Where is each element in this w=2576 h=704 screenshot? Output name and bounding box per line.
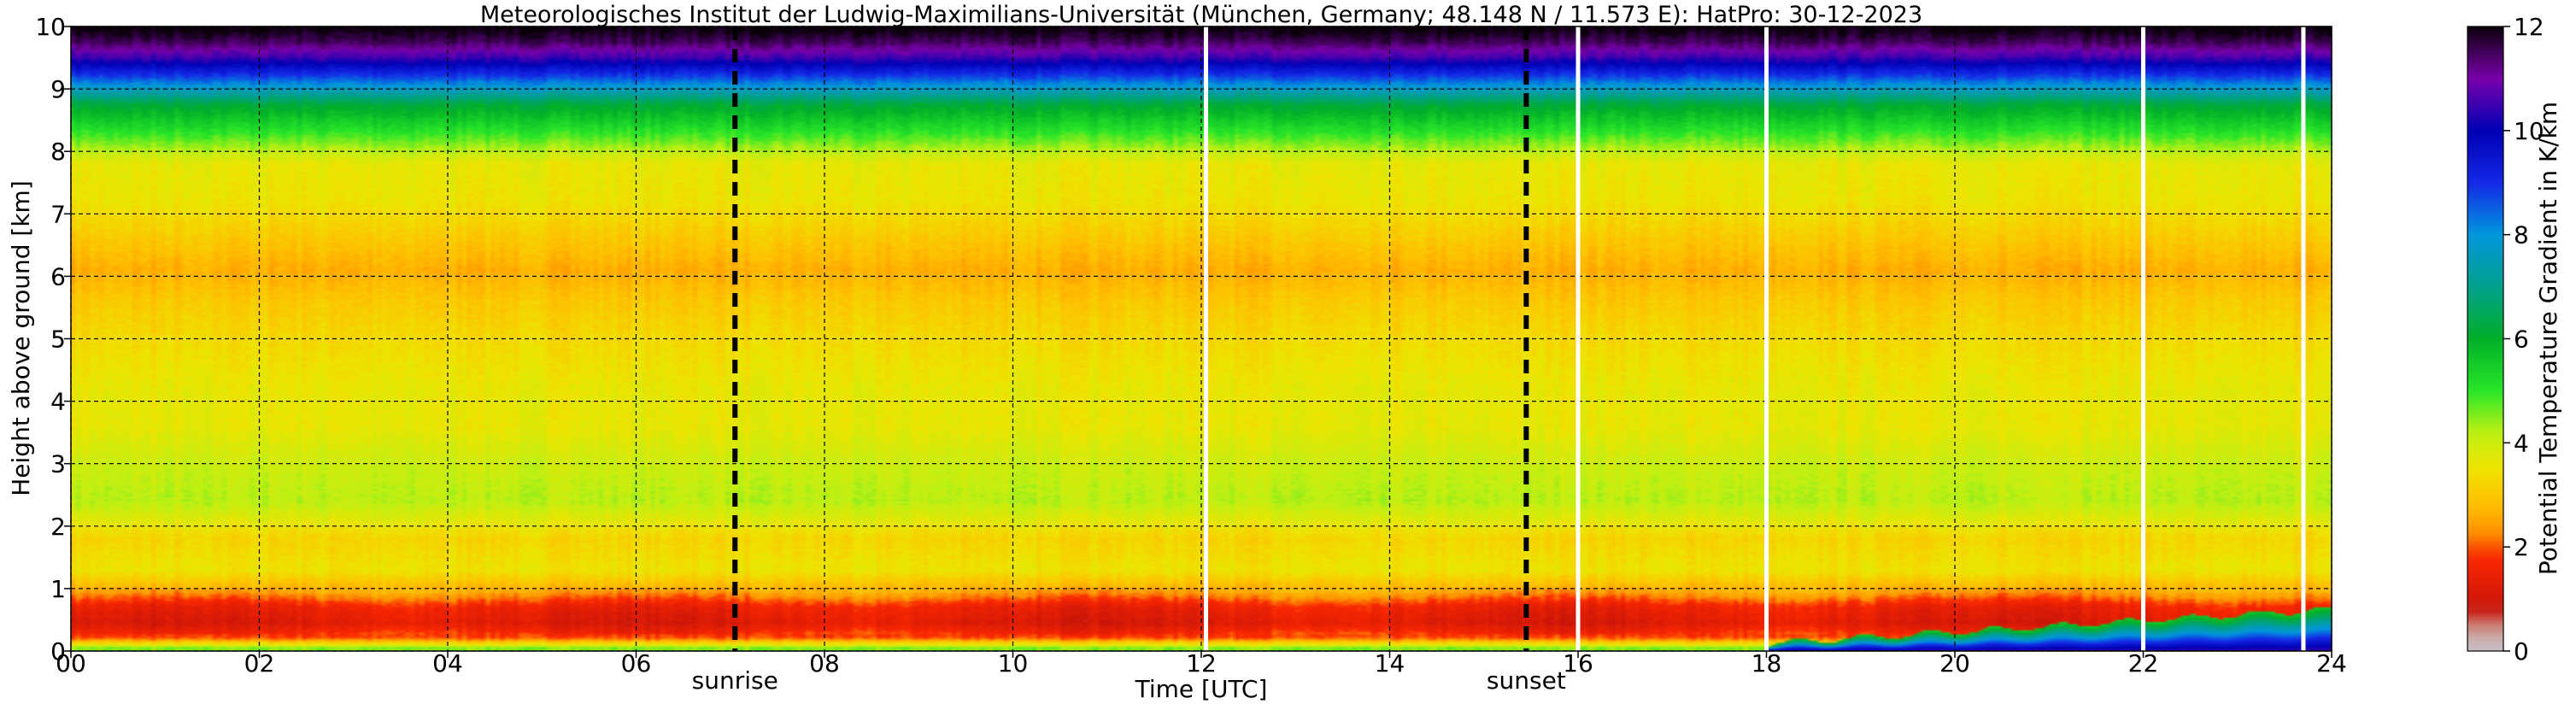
y-tick-label: 6 xyxy=(50,262,66,290)
colorbar-tick-label: 10 xyxy=(2514,117,2544,145)
marker-sunrise-label: sunrise xyxy=(692,666,778,695)
colorbar-tick-label: 8 xyxy=(2514,221,2529,249)
x-tick-label: 02 xyxy=(244,649,275,678)
y-tick-label: 4 xyxy=(50,388,66,416)
colorbar-tick-label: 2 xyxy=(2514,533,2529,561)
x-tick-label: 22 xyxy=(2128,649,2159,678)
x-tick-label: 20 xyxy=(1939,649,1970,678)
colorbar-tick-label: 12 xyxy=(2514,13,2544,41)
colorbar-gradient xyxy=(2467,26,2504,652)
y-tick-label: 0 xyxy=(50,637,66,666)
y-tick-label: 9 xyxy=(50,75,66,103)
x-tick-label: 04 xyxy=(432,649,463,678)
x-tick-label: 08 xyxy=(809,649,840,678)
x-tick-label: 24 xyxy=(2316,649,2347,678)
y-tick-label: 2 xyxy=(50,513,66,541)
x-tick-label: 16 xyxy=(1563,649,1593,678)
colorbar-label: Potential Temperature Gradient in K/km xyxy=(2534,102,2562,575)
marker-sunset-label: sunset xyxy=(1487,666,1566,695)
chart-title: Meteorologisches Institut der Ludwig-Max… xyxy=(480,2,1922,28)
colorbar-tick-label: 4 xyxy=(2514,429,2529,457)
y-tick-label: 10 xyxy=(35,13,66,41)
y-tick-label: 1 xyxy=(50,575,66,603)
y-tick-label: 8 xyxy=(50,138,66,166)
y-axis-label: Height above ground [km] xyxy=(7,180,35,496)
colorbar-tick-label: 6 xyxy=(2514,326,2529,354)
colorbar-tick-label: 0 xyxy=(2514,637,2529,666)
data-gap-lines xyxy=(1204,26,2306,651)
y-tick-label: 5 xyxy=(50,326,66,354)
x-tick-label: 10 xyxy=(998,649,1029,678)
y-tick-label: 7 xyxy=(50,200,66,228)
x-tick-label: 12 xyxy=(1186,649,1217,678)
y-axis-ticks: 0 1 2 3 4 5 6 7 8 9 10 xyxy=(35,13,71,666)
sun-markers: sunrise sunset xyxy=(692,26,1566,695)
x-tick-label: 14 xyxy=(1375,649,1405,678)
colorbar: 0 2 4 6 8 10 12 xyxy=(2467,13,2544,666)
x-tick-label: 00 xyxy=(56,649,86,678)
x-tick-label: 18 xyxy=(1752,649,1782,678)
x-axis-label: Time [UTC] xyxy=(1135,675,1268,703)
y-tick-label: 3 xyxy=(50,450,66,478)
x-axis-ticks: 00 02 04 06 08 10 12 14 16 18 20 22 24 xyxy=(56,649,2347,678)
x-tick-label: 06 xyxy=(621,649,652,678)
